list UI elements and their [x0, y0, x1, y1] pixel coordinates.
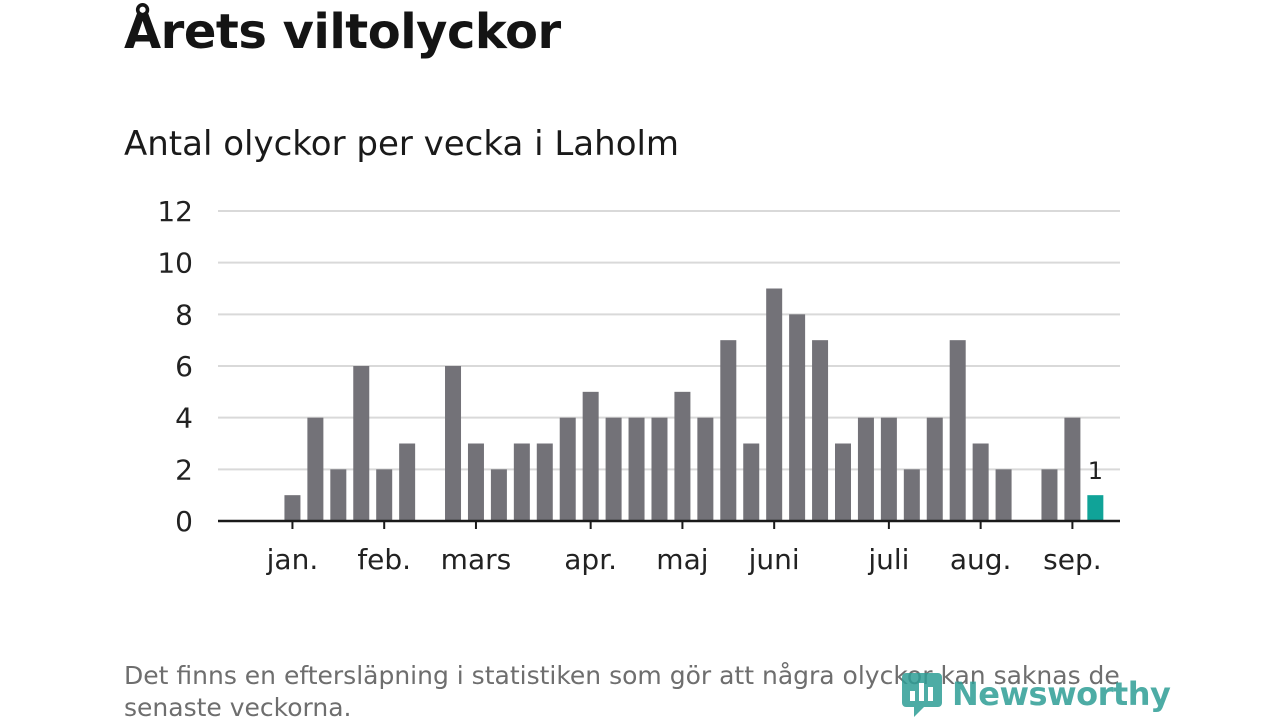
bar — [628, 417, 645, 521]
bar-chart: 0 2 4 6 8 10 12 jan. feb. mars apr. maj juni juli aug… — [157, 195, 1120, 576]
y-tick-label: 10 — [157, 247, 193, 280]
bar — [1064, 417, 1081, 521]
y-axis-ticks: 0 2 4 6 8 10 12 — [157, 195, 193, 538]
y-tick-label: 12 — [157, 195, 193, 228]
bar — [399, 443, 416, 521]
y-tick-label: 0 — [175, 505, 193, 538]
bar — [972, 443, 989, 521]
bar — [490, 469, 507, 521]
x-tick-label: juli — [867, 543, 909, 576]
bar — [353, 366, 370, 521]
bar — [880, 417, 897, 521]
bars — [284, 288, 1104, 521]
bar — [307, 417, 324, 521]
bar — [376, 469, 393, 521]
y-tick-label: 4 — [175, 402, 193, 435]
x-tick-label: sep. — [1043, 543, 1102, 576]
data-labels: 1 — [1088, 457, 1103, 485]
y-tick-label: 8 — [175, 298, 193, 331]
newsworthy-logo-text: Newsworthy — [952, 675, 1171, 713]
x-tick-label: feb. — [357, 543, 411, 576]
bar — [835, 443, 851, 521]
x-tick-label: maj — [656, 543, 708, 576]
bar — [789, 314, 806, 521]
bar — [674, 391, 691, 521]
bar — [536, 443, 553, 521]
bar — [651, 417, 668, 521]
data-label: 1 — [1088, 457, 1103, 485]
newsworthy-logo-icon — [902, 673, 942, 717]
bar — [903, 469, 920, 521]
x-tick-label: apr. — [564, 543, 617, 576]
bar — [697, 417, 714, 521]
bar — [605, 417, 622, 521]
x-tick-label: mars — [441, 543, 512, 576]
bar — [812, 340, 829, 521]
x-tick-label: jan. — [266, 543, 319, 576]
bar — [467, 443, 484, 521]
bar — [720, 340, 737, 521]
y-tick-label: 6 — [175, 350, 193, 383]
bar — [995, 469, 1012, 521]
bar — [445, 366, 462, 521]
bar — [559, 417, 576, 521]
x-axis-ticks: jan. feb. mars apr. maj juni juli aug. sep. — [266, 521, 1102, 576]
bar — [949, 340, 966, 521]
bar-highlight — [1087, 495, 1104, 521]
bar — [1041, 469, 1058, 521]
x-tick-label: juni — [748, 543, 800, 576]
bar — [743, 443, 760, 521]
bar — [582, 391, 599, 521]
bar — [926, 417, 943, 521]
bar — [513, 443, 530, 521]
bar — [857, 417, 874, 521]
y-tick-label: 2 — [175, 453, 193, 486]
bar — [284, 495, 301, 521]
bar — [330, 469, 347, 521]
chart-title: Årets viltolyckor — [124, 4, 561, 60]
x-tick-label: aug. — [950, 543, 1012, 576]
footnote: Det finns en eftersläpning i statistiken… — [124, 661, 1120, 722]
chart-subtitle: Antal olyckor per vecka i Laholm — [124, 124, 680, 164]
newsworthy-logo: Newsworthy — [900, 668, 1171, 720]
bar — [766, 288, 783, 521]
